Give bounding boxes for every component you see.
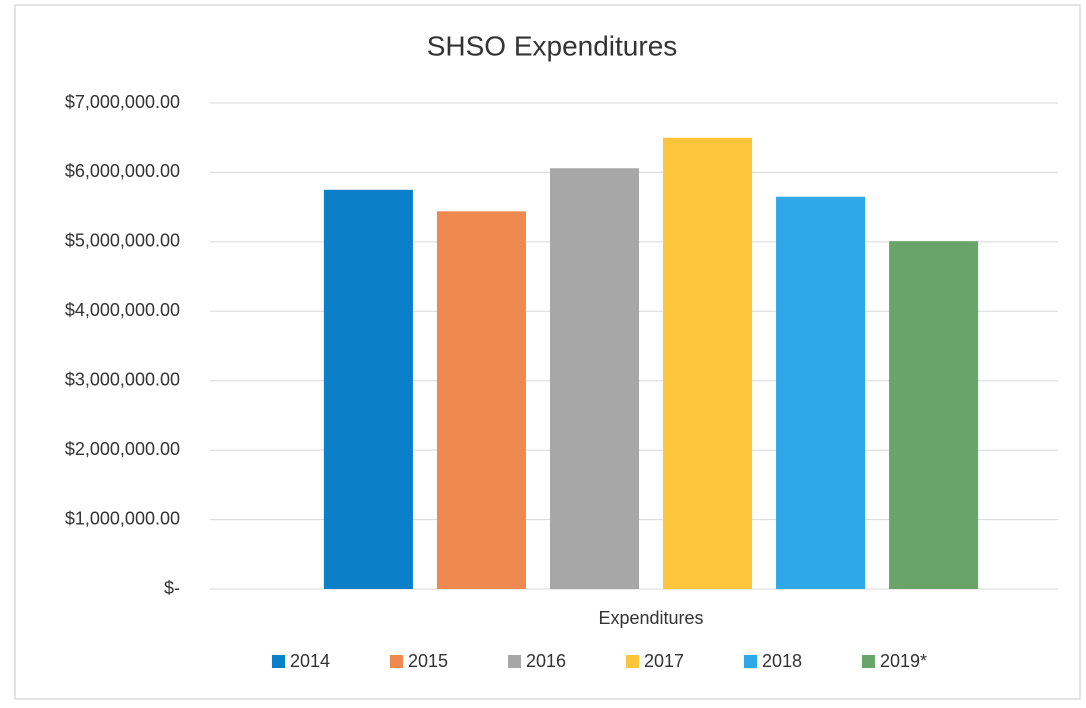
legend-label: 2014 [290, 651, 330, 671]
legend-label: 2018 [762, 651, 802, 671]
y-tick-label: $- [164, 578, 180, 598]
y-tick-label: $2,000,000.00 [65, 439, 180, 459]
bar [436, 211, 526, 589]
y-tick-label: $3,000,000.00 [65, 369, 180, 389]
legend-label: 2019* [880, 651, 927, 671]
legend-swatch [508, 655, 521, 668]
bar [776, 196, 866, 589]
legend-label: 2015 [408, 651, 448, 671]
y-tick-label: $5,000,000.00 [65, 231, 180, 251]
y-tick-label: $4,000,000.00 [65, 300, 180, 320]
bar [889, 241, 979, 590]
legend-label: 2017 [644, 651, 684, 671]
bar [323, 189, 413, 590]
legend-swatch [862, 655, 875, 668]
legend-label: 2016 [526, 651, 566, 671]
bar [549, 168, 640, 589]
y-tick-label: $1,000,000.00 [65, 508, 180, 528]
legend-swatch [744, 655, 757, 668]
x-tick-label: Expenditures [598, 608, 703, 628]
legend-swatch [390, 655, 403, 668]
legend-swatch [272, 655, 285, 668]
bar [662, 137, 753, 589]
y-tick-label: $6,000,000.00 [65, 161, 180, 181]
chart-title: SHSO Expenditures [427, 30, 678, 61]
y-tick-label: $7,000,000.00 [65, 92, 180, 112]
legend-swatch [626, 655, 639, 668]
